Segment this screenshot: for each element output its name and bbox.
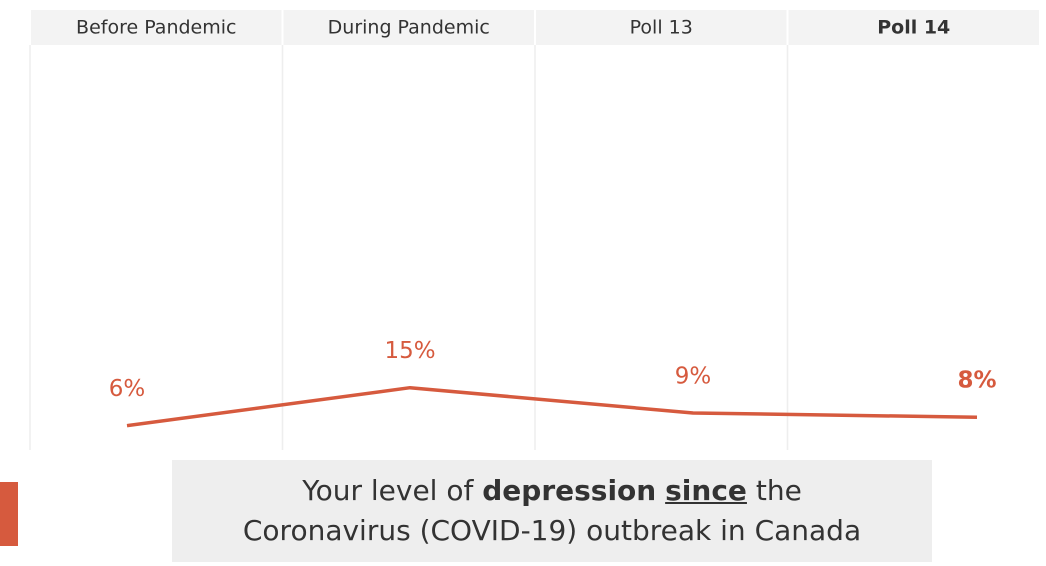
data-label: 15% xyxy=(384,338,435,364)
data-label: 9% xyxy=(675,364,712,390)
header-cell xyxy=(536,10,787,45)
legend-swatch xyxy=(0,482,18,546)
x-tick-label: Poll 13 xyxy=(630,17,693,39)
title-part: Coronavirus (COVID-19) outbreak in Canad… xyxy=(242,514,862,547)
title-part: depression xyxy=(482,474,657,507)
title-part: Your level of xyxy=(302,474,474,507)
x-tick-label: Before Pandemic xyxy=(76,17,236,39)
x-tick-label: Poll 14 xyxy=(877,17,950,39)
title-part: the xyxy=(755,474,802,507)
header-cell xyxy=(788,10,1039,45)
title-part: since xyxy=(665,474,747,507)
x-tick-label: During Pandemic xyxy=(328,17,490,39)
header-cell xyxy=(31,10,282,45)
chart: Before Pandemic During Pandemic Poll 13 Pol… xyxy=(29,10,1039,450)
data-label: 6% xyxy=(109,376,146,402)
data-label: 8% xyxy=(957,368,996,394)
line-series xyxy=(126,385,978,428)
header-cell xyxy=(283,10,534,45)
chart-title: Your level of depression since the Corona… xyxy=(172,460,932,562)
